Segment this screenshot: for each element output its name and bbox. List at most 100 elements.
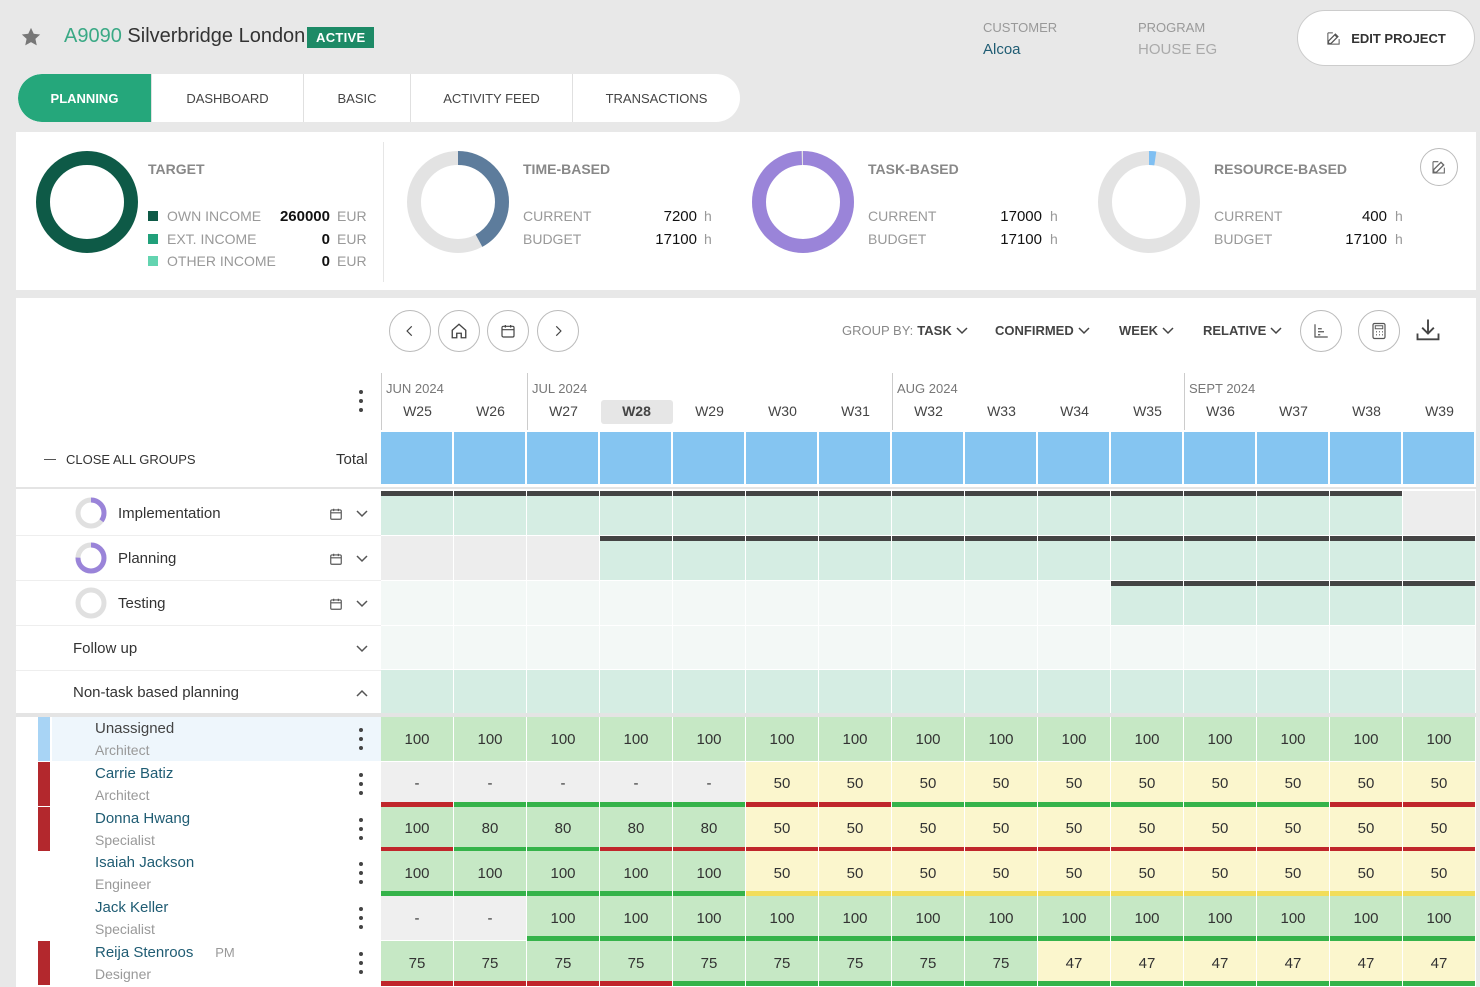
calendar-icon[interactable] — [329, 552, 343, 566]
allocation-cell[interactable]: 50 — [965, 761, 1037, 806]
allocation-cell[interactable]: - — [454, 896, 526, 941]
allocation-cell[interactable]: 100 — [600, 851, 672, 896]
tab-activity-feed[interactable]: ACTIVITY FEED — [411, 74, 573, 122]
allocation-cell[interactable]: 75 — [965, 941, 1037, 985]
allocation-cell[interactable]: 47 — [1184, 941, 1256, 985]
allocation-cell[interactable]: 100 — [600, 717, 672, 761]
chevron-down-icon[interactable] — [356, 600, 368, 608]
resource-menu[interactable] — [358, 772, 364, 795]
allocation-cell[interactable]: - — [381, 896, 453, 941]
allocation-cell[interactable]: 50 — [746, 851, 818, 896]
allocation-cell[interactable]: 100 — [673, 851, 745, 896]
allocation-cell[interactable]: 50 — [892, 806, 964, 851]
week-header[interactable]: W29 — [695, 403, 724, 419]
allocation-cell[interactable]: 50 — [1257, 761, 1329, 806]
allocation-cell[interactable]: 100 — [1403, 717, 1475, 761]
chevron-down-icon[interactable] — [356, 555, 368, 563]
calendar-button[interactable] — [487, 310, 529, 352]
allocation-cell[interactable]: 100 — [600, 896, 672, 941]
week-header[interactable]: W28 — [622, 403, 651, 419]
allocation-cell[interactable]: 47 — [1111, 941, 1183, 985]
allocation-cell[interactable]: 100 — [673, 717, 745, 761]
chevron-down-icon[interactable] — [356, 645, 368, 653]
allocation-cell[interactable]: 80 — [673, 806, 745, 851]
task-row[interactable]: Planning — [16, 536, 381, 581]
allocation-cell[interactable]: - — [600, 761, 672, 806]
chart-view-button[interactable] — [1300, 310, 1342, 352]
allocation-cell[interactable]: 75 — [819, 941, 891, 985]
allocation-cell[interactable]: 100 — [381, 806, 453, 851]
allocation-cell[interactable]: 100 — [527, 717, 599, 761]
allocation-cell[interactable]: 50 — [965, 806, 1037, 851]
tab-dashboard[interactable]: DASHBOARD — [152, 74, 304, 122]
confirmed-dropdown[interactable]: CONFIRMED — [995, 323, 1090, 338]
allocation-cell[interactable]: 100 — [1184, 717, 1256, 761]
allocation-cell[interactable]: - — [381, 761, 453, 806]
allocation-cell[interactable]: 50 — [1111, 761, 1183, 806]
allocation-cell[interactable]: 50 — [1038, 851, 1110, 896]
week-header[interactable]: W27 — [549, 403, 578, 419]
edit-summary-button[interactable] — [1420, 148, 1458, 186]
week-header[interactable]: W33 — [987, 403, 1016, 419]
allocation-cell[interactable]: 75 — [600, 941, 672, 985]
week-header[interactable]: W38 — [1352, 403, 1381, 419]
allocation-cell[interactable]: 100 — [892, 896, 964, 941]
allocation-cell[interactable]: 100 — [527, 851, 599, 896]
resource-name[interactable]: Isaiah Jackson — [95, 854, 195, 872]
week-header[interactable]: W36 — [1206, 403, 1235, 419]
allocation-cell[interactable]: 50 — [1184, 806, 1256, 851]
resource-name[interactable]: Donna Hwang — [95, 809, 191, 827]
allocation-cell[interactable]: 100 — [819, 896, 891, 941]
allocation-cell[interactable]: 50 — [819, 851, 891, 896]
week-header[interactable]: W30 — [768, 403, 797, 419]
week-dropdown[interactable]: WEEK — [1119, 323, 1174, 338]
allocation-cell[interactable]: 50 — [892, 761, 964, 806]
favorite-star-icon[interactable] — [20, 26, 42, 48]
allocation-cell[interactable]: 47 — [1403, 941, 1475, 985]
previous-button[interactable] — [389, 310, 431, 352]
allocation-cell[interactable]: 100 — [1111, 896, 1183, 941]
allocation-cell[interactable]: 50 — [1184, 761, 1256, 806]
allocation-cell[interactable]: 80 — [454, 806, 526, 851]
allocation-cell[interactable]: 100 — [381, 717, 453, 761]
group-row[interactable]: Non-task based planning — [16, 670, 381, 715]
week-header[interactable]: W32 — [914, 403, 943, 419]
task-row[interactable]: Testing — [16, 581, 381, 626]
task-row[interactable]: Implementation — [16, 491, 381, 536]
week-header[interactable]: W25 — [403, 403, 432, 419]
calendar-icon[interactable] — [329, 597, 343, 611]
allocation-cell[interactable]: 75 — [454, 941, 526, 985]
resource-name[interactable]: Jack Keller — [95, 899, 169, 917]
week-header[interactable]: W37 — [1279, 403, 1308, 419]
allocation-cell[interactable]: 100 — [1403, 896, 1475, 941]
group-by-dropdown[interactable]: GROUP BY: TASK — [842, 323, 968, 338]
customer-value[interactable]: Alcoa — [983, 41, 1021, 58]
week-header[interactable]: W39 — [1425, 403, 1454, 419]
allocation-cell[interactable]: 100 — [1330, 717, 1402, 761]
allocation-cell[interactable]: - — [454, 761, 526, 806]
allocation-cell[interactable]: 50 — [1111, 851, 1183, 896]
week-header[interactable]: W31 — [841, 403, 870, 419]
allocation-cell[interactable]: 100 — [965, 717, 1037, 761]
allocation-cell[interactable]: 100 — [454, 717, 526, 761]
allocation-cell[interactable]: 50 — [746, 761, 818, 806]
chevron-down-icon[interactable] — [356, 510, 368, 518]
allocation-cell[interactable]: 100 — [746, 717, 818, 761]
allocation-cell[interactable]: - — [673, 761, 745, 806]
allocation-cell[interactable]: 50 — [819, 761, 891, 806]
allocation-cell[interactable]: 100 — [527, 896, 599, 941]
group-row[interactable]: Follow up — [16, 626, 381, 671]
resource-menu[interactable] — [358, 862, 364, 885]
resource-name[interactable]: Carrie Batiz — [95, 764, 174, 782]
allocation-cell[interactable]: 100 — [1257, 896, 1329, 941]
download-button[interactable] — [1414, 316, 1444, 346]
allocation-cell[interactable]: 100 — [1038, 896, 1110, 941]
resource-menu[interactable] — [358, 952, 364, 974]
grid-options-menu[interactable] — [358, 390, 364, 412]
allocation-cell[interactable]: - — [527, 761, 599, 806]
allocation-cell[interactable]: 50 — [1257, 851, 1329, 896]
next-button[interactable] — [537, 310, 579, 352]
allocation-cell[interactable]: 50 — [746, 806, 818, 851]
allocation-cell[interactable]: 50 — [1330, 761, 1402, 806]
allocation-cell[interactable]: 100 — [1330, 896, 1402, 941]
